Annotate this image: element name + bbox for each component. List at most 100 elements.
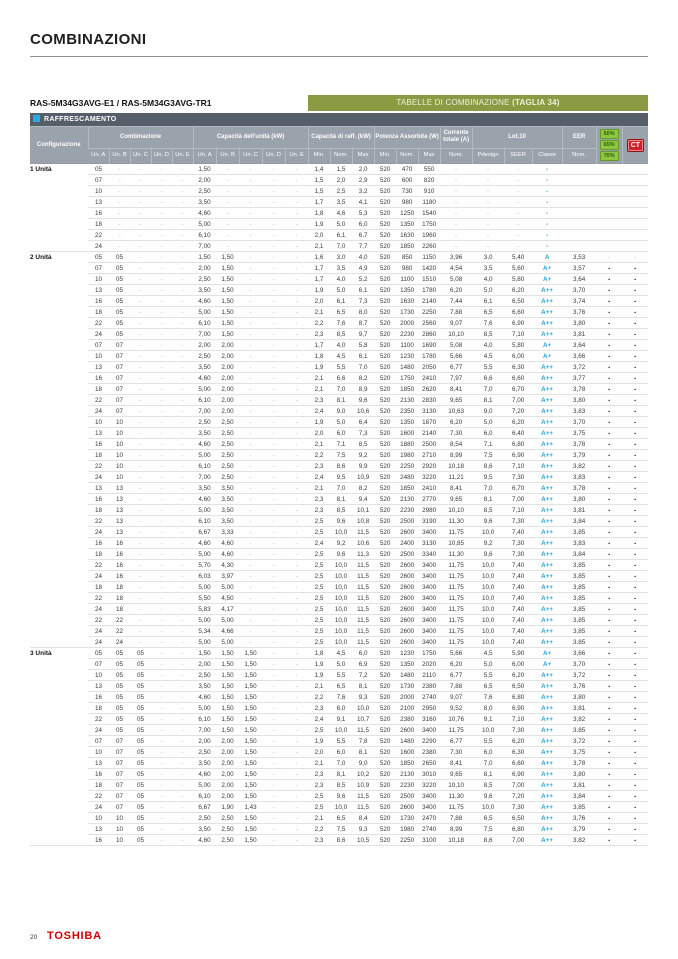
dash-mark: - [226,220,229,228]
table-cell: 7,0 [330,757,353,769]
dash-mark: - [272,583,275,591]
table-cell: 520 [374,812,397,824]
table-cell: 3160 [418,713,441,725]
table-cell: 24 [88,724,109,736]
column-group-header: Potenza Assorbita (W) [373,126,441,149]
table-cell: A++ [532,328,563,340]
table-cell: 5,50 [193,592,217,604]
dash-mark: - [249,385,252,393]
dash-mark: - [249,242,252,250]
table-cell: - [472,196,505,208]
bullet-mark: ▪ [608,694,610,701]
dash-mark: - [181,484,184,492]
table-cell: - [109,229,130,241]
dash-mark: - [160,440,163,448]
dash-mark: - [272,759,275,767]
table-cell: 9,65 [440,493,473,505]
table-cell: - [172,834,194,846]
dash-mark: - [517,198,520,206]
table-cell: - [285,680,309,692]
table-cell: 3400 [418,581,441,593]
table-cell: 13 [88,427,109,439]
table-cell: 2,4 [308,405,331,417]
table-cell: 8,9 [352,383,375,395]
dash-mark: - [181,715,184,723]
table-cell: - [285,768,309,780]
table-cell: - [285,834,309,846]
dash-mark: - [272,693,275,701]
table-row: 16 13- - -4,60 3,50- - -2,3 8,1 9,4 520 2130 2770 9,… [30,493,649,505]
table-cell: 6,5 [330,306,353,318]
table-cell: 1,4 [308,163,331,175]
table-cell: 6,20 [504,669,533,681]
table-cell: A++ [532,383,563,395]
table-cell: 7,5 [472,823,505,835]
table-cell: - [239,449,263,461]
table-cell: 4,5 [330,350,353,362]
table-cell: - [285,350,309,362]
dash-mark: - [160,319,163,327]
dash-mark: - [160,517,163,525]
table-cell: - [130,394,151,406]
table-cell: 5,00 [193,504,217,516]
dash-mark: - [272,198,275,206]
table-cell: ▪ [622,394,649,406]
table-cell: 05 [109,262,130,274]
table-cell: 5,0 [330,284,353,296]
column-subheader: Un. E [284,147,309,164]
table-cell: 2,1 [308,306,331,318]
table-cell: - [262,581,286,593]
table-cell: 4,60 [216,548,240,560]
bullet-mark: ▪ [608,430,610,437]
table-cell: 3,50 [193,482,217,494]
table-cell: - [130,570,151,582]
table-cell: - [172,680,194,692]
table-cell: 6,10 [193,515,217,527]
dash-mark: - [139,187,142,195]
table-cell: 4,30 [216,559,240,571]
table-cell: 520 [374,680,397,692]
dash-mark: - [608,253,611,261]
table-cell: - [151,592,172,604]
table-cell: 1,50 [216,306,240,318]
dash-mark: - [295,363,298,371]
dash-mark: - [181,737,184,745]
table-cell: 520 [374,636,397,648]
dash-mark: - [272,176,275,184]
table-cell: 3010 [418,768,441,780]
bullet-mark: ▪ [608,452,610,459]
table-cell: - [151,240,172,252]
dash-mark: - [295,462,298,470]
dash-mark: - [272,704,275,712]
table-cell: 6,30 [504,746,533,758]
table-cell: 1,50 [239,790,263,802]
table-cell: 2,3 [308,702,331,714]
table-cell: 7,30 [440,427,473,439]
table-cell: 2,50 [193,273,217,285]
table-cell: A++ [532,471,563,483]
table-cell: 730 [396,185,419,197]
dash-mark: - [181,814,184,822]
table-cell: ▪ [596,482,623,494]
table-cell: 8,4 [352,812,375,824]
bullet-mark: ▪ [608,276,610,283]
column-group-header: Combinazione [87,126,194,149]
table-cell: - [239,284,263,296]
table-cell: 2,00 [216,746,240,758]
table-cell: 1,50 [239,680,263,692]
table-cell: - [262,570,286,582]
table-cell: 05 [109,317,130,329]
table-cell: A++ [532,515,563,527]
table-cell: 1,50 [239,834,263,846]
dash-mark: - [272,550,275,558]
table-cell: 5,08 [440,273,473,285]
table-cell: - [262,251,286,263]
dash-mark: - [181,825,184,833]
dash-mark: - [160,583,163,591]
table-cell: 07 [109,757,130,769]
table-cell: - [596,251,623,263]
table-cell: 07 [88,735,109,747]
dash-mark: - [139,462,142,470]
table-row: 24 07- - -7,00 2,00- - -2,4 9,0 10,6 520 2350 3130 1… [30,405,649,417]
table-cell: - [151,350,172,362]
